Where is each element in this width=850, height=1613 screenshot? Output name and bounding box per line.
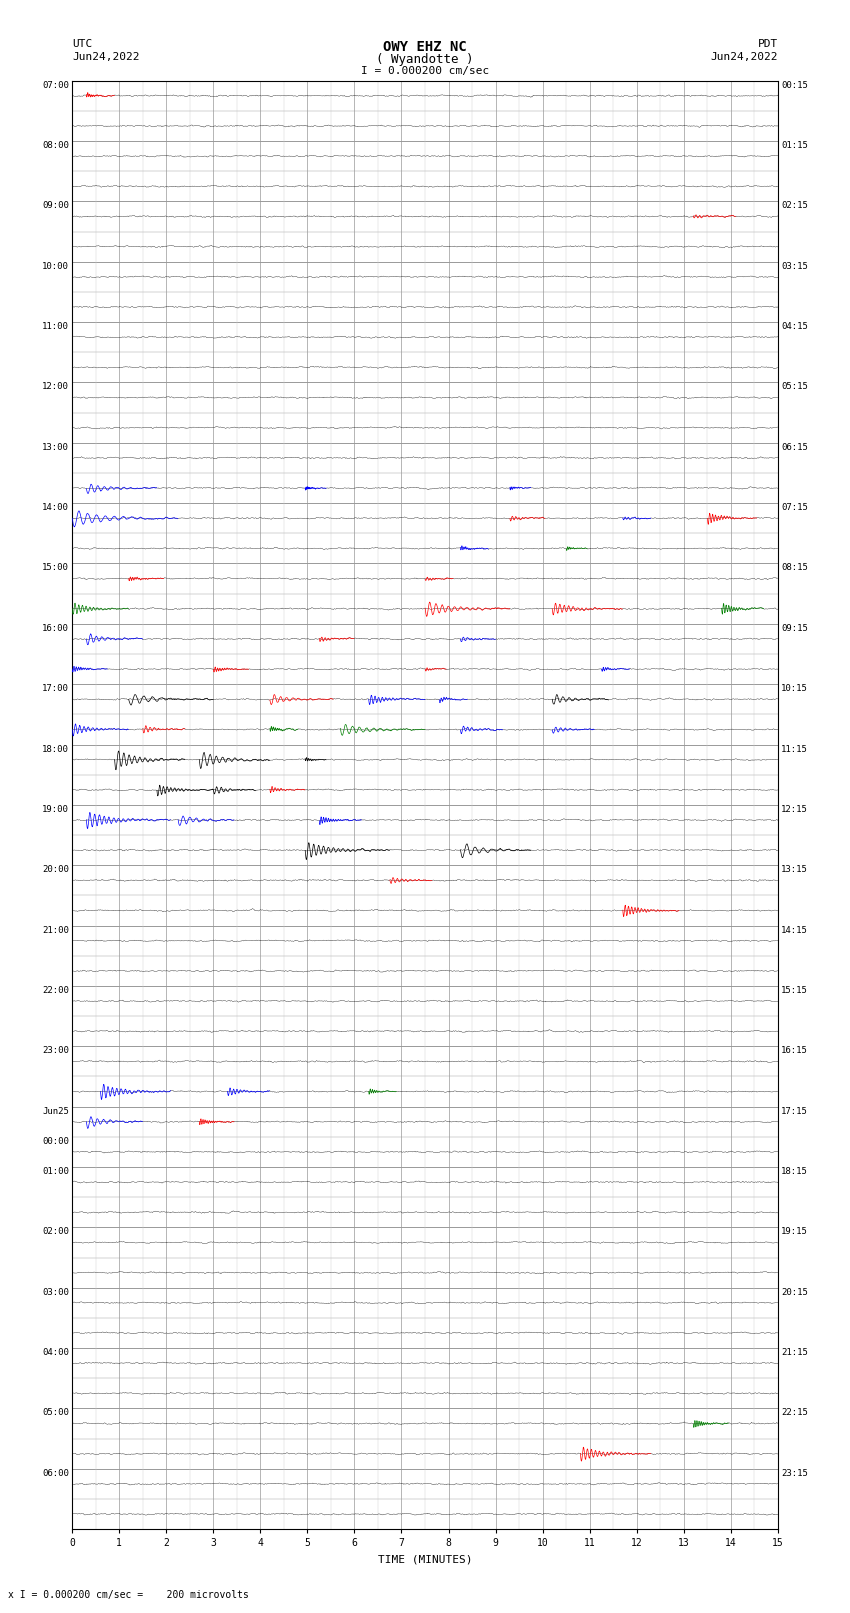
Text: 05:00: 05:00 <box>42 1408 69 1418</box>
Text: 10:15: 10:15 <box>781 684 808 694</box>
Text: 21:15: 21:15 <box>781 1348 808 1357</box>
Text: 22:00: 22:00 <box>42 986 69 995</box>
Text: 06:00: 06:00 <box>42 1469 69 1478</box>
Text: 01:15: 01:15 <box>781 140 808 150</box>
Text: 05:15: 05:15 <box>781 382 808 392</box>
Text: 19:15: 19:15 <box>781 1227 808 1236</box>
Text: 03:00: 03:00 <box>42 1287 69 1297</box>
Text: 09:15: 09:15 <box>781 624 808 632</box>
Text: 20:00: 20:00 <box>42 865 69 874</box>
Text: 04:15: 04:15 <box>781 323 808 331</box>
Text: 00:00: 00:00 <box>42 1137 69 1145</box>
Text: 11:15: 11:15 <box>781 745 808 753</box>
Text: 16:00: 16:00 <box>42 624 69 632</box>
Text: OWY EHZ NC: OWY EHZ NC <box>383 40 467 55</box>
Text: 16:15: 16:15 <box>781 1047 808 1055</box>
Text: 23:00: 23:00 <box>42 1047 69 1055</box>
Text: Jun25: Jun25 <box>42 1107 69 1116</box>
Text: 09:00: 09:00 <box>42 202 69 210</box>
Text: 12:00: 12:00 <box>42 382 69 392</box>
Text: 12:15: 12:15 <box>781 805 808 815</box>
Text: 21:00: 21:00 <box>42 926 69 934</box>
Text: UTC: UTC <box>72 39 93 48</box>
Text: 14:15: 14:15 <box>781 926 808 934</box>
Text: 20:15: 20:15 <box>781 1287 808 1297</box>
Text: 06:15: 06:15 <box>781 442 808 452</box>
Text: 02:00: 02:00 <box>42 1227 69 1236</box>
Text: 00:15: 00:15 <box>781 81 808 90</box>
Text: 10:00: 10:00 <box>42 261 69 271</box>
Text: x I = 0.000200 cm/sec =    200 microvolts: x I = 0.000200 cm/sec = 200 microvolts <box>8 1590 249 1600</box>
Text: TIME (MINUTES): TIME (MINUTES) <box>377 1555 473 1565</box>
Text: Jun24,2022: Jun24,2022 <box>72 52 139 61</box>
Text: 15:00: 15:00 <box>42 563 69 573</box>
Text: 15:15: 15:15 <box>781 986 808 995</box>
Text: Jun24,2022: Jun24,2022 <box>711 52 778 61</box>
Text: I = 0.000200 cm/sec: I = 0.000200 cm/sec <box>361 66 489 76</box>
Text: 11:00: 11:00 <box>42 323 69 331</box>
Text: 13:00: 13:00 <box>42 442 69 452</box>
Text: 08:00: 08:00 <box>42 140 69 150</box>
Text: 22:15: 22:15 <box>781 1408 808 1418</box>
Text: 18:15: 18:15 <box>781 1168 808 1176</box>
Text: 07:15: 07:15 <box>781 503 808 511</box>
Text: 17:15: 17:15 <box>781 1107 808 1116</box>
Text: 07:00: 07:00 <box>42 81 69 90</box>
Text: 08:15: 08:15 <box>781 563 808 573</box>
Text: 02:15: 02:15 <box>781 202 808 210</box>
Text: 18:00: 18:00 <box>42 745 69 753</box>
Text: PDT: PDT <box>757 39 778 48</box>
Text: ( Wyandotte ): ( Wyandotte ) <box>377 53 473 66</box>
Text: 19:00: 19:00 <box>42 805 69 815</box>
Text: 04:00: 04:00 <box>42 1348 69 1357</box>
Text: 03:15: 03:15 <box>781 261 808 271</box>
Text: 17:00: 17:00 <box>42 684 69 694</box>
Text: 01:00: 01:00 <box>42 1168 69 1176</box>
Text: 23:15: 23:15 <box>781 1469 808 1478</box>
Text: 13:15: 13:15 <box>781 865 808 874</box>
Text: 14:00: 14:00 <box>42 503 69 511</box>
